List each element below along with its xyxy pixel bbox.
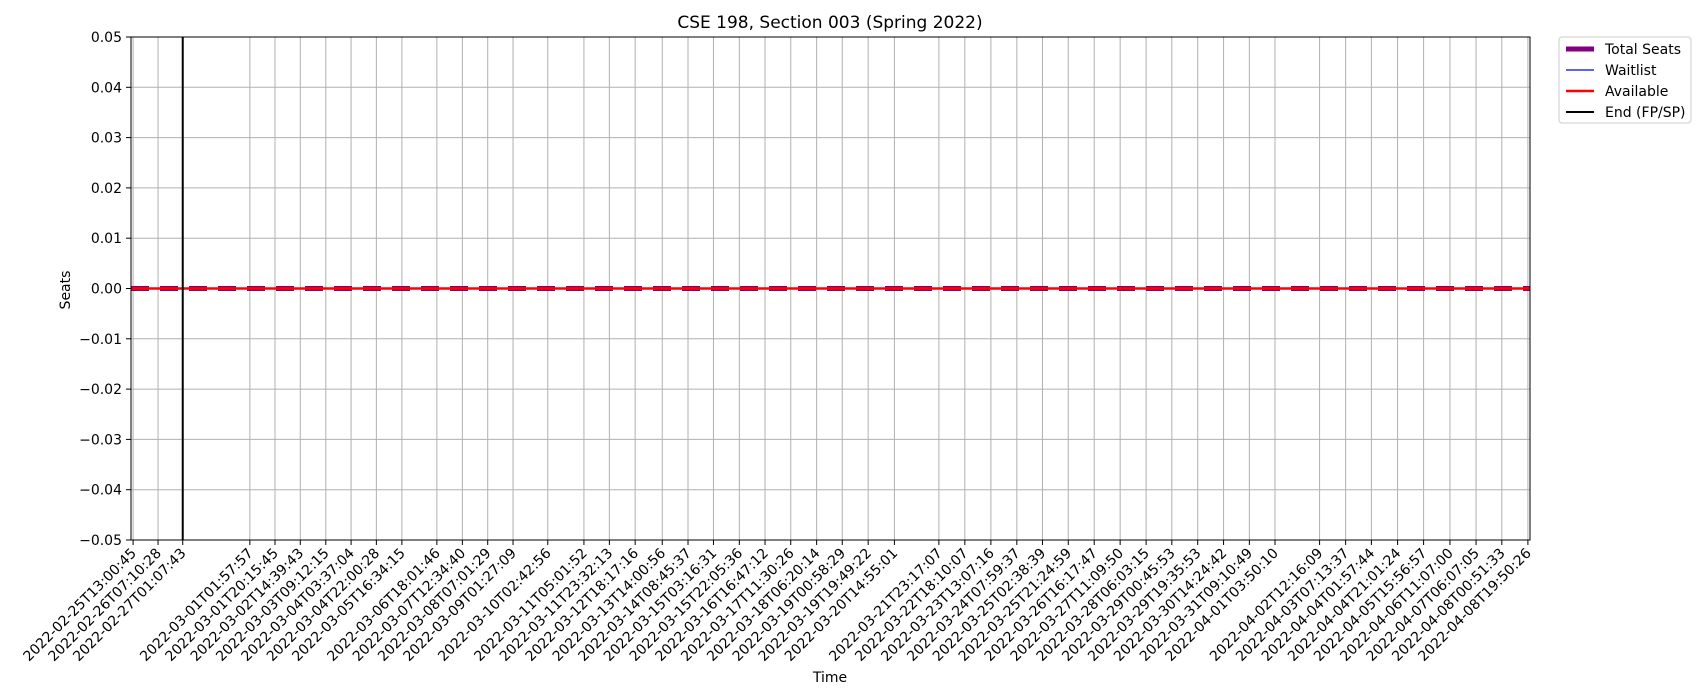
legend-item-end-fp-sp-label: End (FP/SP): [1605, 105, 1686, 121]
y-axis-ticks: 0.05 0.04 0.03 0.02 0.01 0.00 −0.01 −0.02 −0.03 −…: [79, 30, 131, 549]
y-tick-label: 0.03: [91, 131, 122, 147]
y-tick-label: −0.02: [79, 382, 122, 398]
series-lines: [131, 37, 1530, 540]
legend-item-available-label: Available: [1605, 84, 1668, 100]
y-tick-label: 0.04: [91, 80, 122, 96]
x-axis-label: Time: [812, 670, 847, 686]
y-tick-label: −0.05: [79, 533, 122, 549]
y-tick-label: −0.04: [79, 483, 122, 499]
y-tick-label: 0.05: [91, 30, 122, 46]
chart-title: CSE 198, Section 003 (Spring 2022): [677, 13, 982, 33]
y-axis-label: Seats: [58, 271, 74, 310]
legend-box: [1558, 36, 1692, 124]
y-tick-label: −0.03: [79, 432, 122, 448]
y-tick-label: 0.02: [91, 181, 122, 197]
x-axis-ticks: 2022-02-25T13:00:452022-02-26T07:10:2820…: [21, 540, 1535, 665]
legend-item-waitlist-label: Waitlist: [1605, 63, 1657, 79]
legend-item-total-seats-label: Total Seats: [1604, 42, 1681, 58]
y-tick-label: 0.00: [91, 282, 122, 298]
y-tick-label: 0.01: [91, 231, 122, 247]
y-tick-label: −0.01: [79, 332, 122, 348]
legend: Total Seats Waitlist Available End (FP/SP): [1558, 36, 1692, 124]
